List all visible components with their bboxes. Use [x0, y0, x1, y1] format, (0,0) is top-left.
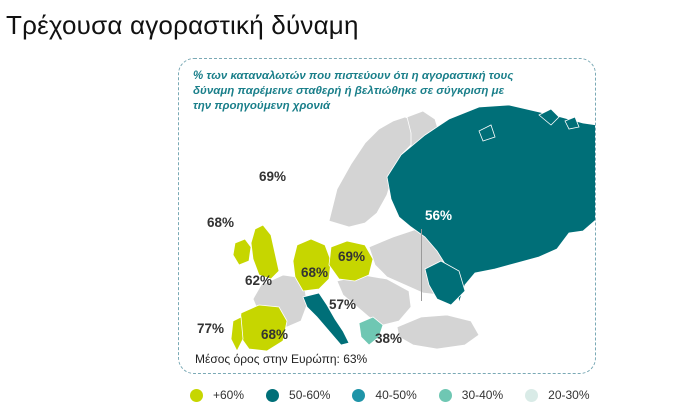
region-russia: [386, 104, 595, 304]
page-title: Τρέχουσα αγοραστική δύναμη: [6, 10, 359, 40]
value-ireland: 68%: [207, 215, 235, 230]
value-russia: 56%: [425, 208, 453, 223]
value-germany: 68%: [301, 265, 329, 280]
value-norway: 69%: [259, 169, 287, 184]
value-portugal: 77%: [197, 321, 225, 336]
region-balkans: [336, 274, 412, 326]
region-greece: [358, 316, 384, 346]
map-legend: +60% 50-60% 40-50% 30-40% 20-30%: [190, 386, 612, 404]
map-subtitle-line-3: την προηγούμενη χρονιά: [193, 100, 331, 112]
value-greece: 38%: [375, 331, 403, 346]
legend-label: 30-40%: [461, 388, 504, 402]
value-spain: 68%: [261, 327, 289, 342]
legend-swatch: [190, 388, 203, 402]
legend-label: +60%: [213, 388, 245, 402]
region-portugal: [230, 316, 244, 352]
legend-swatch: [352, 388, 366, 402]
legend-item: 30-40%: [438, 388, 504, 402]
region-turkey: [396, 314, 480, 350]
region-russia-caucasus: [424, 260, 466, 306]
region-uk: [250, 224, 280, 280]
legend-swatch: [438, 388, 452, 402]
legend-swatch: [525, 388, 539, 402]
legend-item: 50-60%: [266, 388, 330, 402]
legend-item: +60%: [190, 388, 244, 402]
norway-leader-line: [421, 229, 422, 301]
region-russia-islands: [478, 108, 580, 142]
map-subtitle-line-1: % των καταναλωτών που πιστεύουν ότι η αγ…: [193, 70, 514, 82]
legend-label: 40-50%: [375, 388, 417, 402]
map-subtitle-line-2: δύναμη παρέμεινε σταθερή ή βελτιώθηκε σε…: [193, 85, 505, 97]
value-italy: 57%: [329, 297, 357, 312]
legend-item: 20-30%: [525, 388, 590, 402]
map-subtitle: % των καταναλωτών που πιστεύουν ότι η αγ…: [193, 69, 585, 114]
value-uk: 62%: [245, 273, 273, 288]
value-poland: 69%: [338, 249, 366, 264]
region-italy: [302, 292, 350, 346]
europe-map: [230, 104, 595, 352]
legend-swatch: [266, 388, 280, 402]
region-germany: [292, 238, 332, 292]
europe-average: Μέσος όρος στην Ευρώπη: 63%: [195, 352, 368, 366]
legend-label: 50-60%: [289, 388, 331, 402]
legend-item: 40-50%: [352, 388, 417, 402]
region-poland: [328, 240, 374, 282]
region-ireland: [232, 238, 252, 266]
map-card: % των καταναλωτών που πιστεύουν ότι η αγ…: [178, 58, 596, 374]
legend-label: 20-30%: [548, 388, 590, 402]
